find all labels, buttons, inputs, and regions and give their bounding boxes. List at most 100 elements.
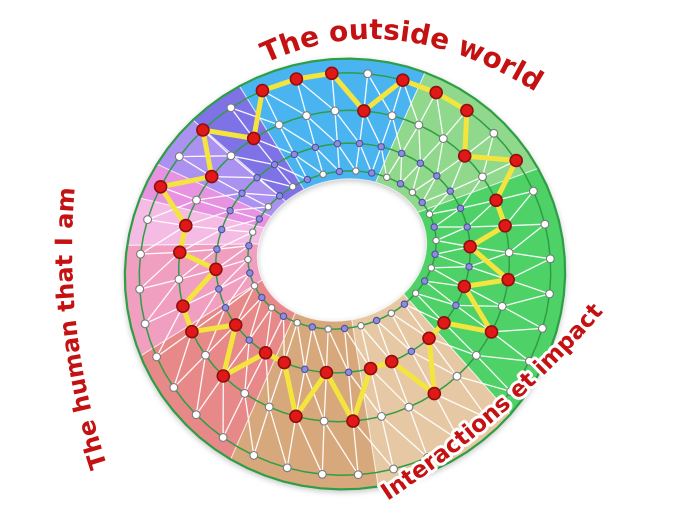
- node-r1-s11[interactable]: [501, 272, 516, 287]
- node-r1-s16[interactable]: [427, 386, 442, 401]
- node-r0-s5[interactable]: [460, 103, 474, 118]
- node-r3-s15[interactable]: [400, 300, 409, 308]
- node-r0-s35[interactable]: [255, 83, 270, 98]
- node-r0-s15[interactable]: [482, 413, 492, 423]
- node-r1-s26[interactable]: [185, 324, 199, 339]
- node-r1-s9[interactable]: [498, 219, 512, 233]
- node-r1-s10[interactable]: [504, 248, 514, 258]
- node-r0-s28[interactable]: [135, 284, 145, 294]
- node-r0-s0[interactable]: [289, 72, 304, 86]
- node-r3-s8[interactable]: [425, 210, 434, 218]
- node-r0-s10[interactable]: [545, 254, 555, 264]
- node-r0-s22[interactable]: [249, 450, 259, 460]
- node-r3-s35[interactable]: [303, 175, 312, 184]
- node-r3-s34[interactable]: [288, 182, 297, 191]
- node-r3-s14[interactable]: [411, 289, 420, 297]
- node-r3-s6[interactable]: [408, 188, 417, 197]
- node-r1-s7[interactable]: [478, 172, 487, 182]
- node-r2-s20[interactable]: [319, 365, 334, 380]
- node-r3-s3[interactable]: [367, 169, 376, 177]
- node-r1-s23[interactable]: [240, 388, 250, 398]
- node-r1-s32[interactable]: [204, 169, 219, 184]
- node-r3-s12[interactable]: [427, 264, 436, 272]
- node-r0-s31[interactable]: [153, 180, 168, 194]
- node-r2-s13[interactable]: [452, 301, 460, 310]
- node-r2-s19[interactable]: [344, 368, 353, 377]
- node-r3-s21[interactable]: [308, 323, 317, 331]
- node-r1-s34[interactable]: [246, 131, 261, 146]
- node-r2-s0[interactable]: [311, 143, 320, 152]
- node-r1-s27[interactable]: [176, 299, 190, 314]
- node-r0-s3[interactable]: [395, 73, 410, 87]
- node-r3-s16[interactable]: [387, 309, 396, 318]
- node-r1-s20[interactable]: [319, 416, 329, 426]
- node-r3-s24[interactable]: [267, 303, 276, 312]
- node-r1-s17[interactable]: [404, 402, 414, 412]
- node-r0-s24[interactable]: [191, 410, 201, 420]
- node-r3-s25[interactable]: [258, 293, 266, 302]
- node-r3-s11[interactable]: [431, 250, 439, 259]
- node-r0-s8[interactable]: [528, 186, 538, 196]
- node-r2-s31[interactable]: [226, 206, 234, 215]
- node-r1-s1[interactable]: [330, 106, 340, 116]
- node-r1-s0[interactable]: [302, 111, 311, 121]
- node-r3-s9[interactable]: [430, 223, 438, 231]
- node-r0-s17[interactable]: [423, 452, 433, 462]
- node-r3-s17[interactable]: [372, 316, 381, 325]
- node-r2-s26[interactable]: [221, 303, 230, 312]
- node-r3-s13[interactable]: [420, 277, 429, 285]
- node-r2-s10[interactable]: [463, 239, 477, 254]
- node-r3-s2[interactable]: [352, 167, 360, 175]
- node-r3-s1[interactable]: [335, 167, 344, 176]
- node-r2-s6[interactable]: [433, 172, 441, 180]
- node-r0-s6[interactable]: [489, 128, 499, 138]
- node-r3-s20[interactable]: [324, 325, 332, 333]
- node-r3-s5[interactable]: [396, 179, 405, 188]
- node-r3-s26[interactable]: [250, 282, 259, 290]
- node-r0-s32[interactable]: [174, 152, 184, 162]
- node-r2-s35[interactable]: [290, 150, 299, 159]
- node-r1-s21[interactable]: [289, 409, 303, 424]
- node-r1-s8[interactable]: [489, 193, 503, 208]
- node-r1-s14[interactable]: [471, 350, 481, 360]
- node-r3-s0[interactable]: [319, 170, 327, 179]
- node-r2-s33[interactable]: [253, 173, 261, 182]
- node-r1-s3[interactable]: [387, 111, 397, 121]
- node-r2-s14[interactable]: [437, 315, 451, 330]
- node-r0-s11[interactable]: [545, 289, 554, 299]
- node-r1-s5[interactable]: [438, 134, 448, 144]
- node-r2-s16[interactable]: [407, 347, 416, 356]
- node-r1-s35[interactable]: [274, 120, 284, 130]
- node-r0-s9[interactable]: [540, 219, 550, 229]
- node-r2-s9[interactable]: [463, 223, 471, 231]
- node-r2-s15[interactable]: [422, 331, 436, 346]
- node-r3-s23[interactable]: [279, 312, 288, 321]
- node-r0-s4[interactable]: [429, 85, 444, 100]
- node-r2-s18[interactable]: [363, 361, 378, 376]
- node-r2-s27[interactable]: [215, 285, 223, 293]
- node-r1-s33[interactable]: [226, 151, 236, 161]
- node-r0-s27[interactable]: [140, 319, 150, 329]
- node-r2-s7[interactable]: [446, 187, 455, 195]
- node-r2-s5[interactable]: [416, 159, 425, 167]
- node-r2-s17[interactable]: [384, 354, 399, 369]
- node-r3-s27[interactable]: [246, 269, 254, 277]
- node-r3-s4[interactable]: [383, 173, 391, 182]
- node-r3-s19[interactable]: [340, 324, 349, 333]
- node-r2-s21[interactable]: [301, 365, 309, 374]
- node-r0-s19[interactable]: [353, 470, 363, 480]
- node-r1-s18[interactable]: [377, 411, 386, 421]
- node-r1-s19[interactable]: [346, 414, 360, 428]
- node-r2-s12[interactable]: [457, 279, 472, 294]
- node-r1-s12[interactable]: [497, 301, 507, 311]
- node-r3-s31[interactable]: [255, 215, 264, 223]
- node-r2-s1[interactable]: [333, 139, 342, 148]
- node-r2-s8[interactable]: [456, 204, 465, 213]
- node-r2-s4[interactable]: [397, 149, 406, 158]
- node-r2-s24[interactable]: [245, 336, 253, 344]
- node-r0-s33[interactable]: [196, 123, 210, 137]
- node-r1-s29[interactable]: [173, 245, 187, 260]
- node-r1-s25[interactable]: [201, 350, 210, 360]
- node-r2-s30[interactable]: [217, 225, 226, 234]
- node-r2-s34[interactable]: [270, 160, 279, 169]
